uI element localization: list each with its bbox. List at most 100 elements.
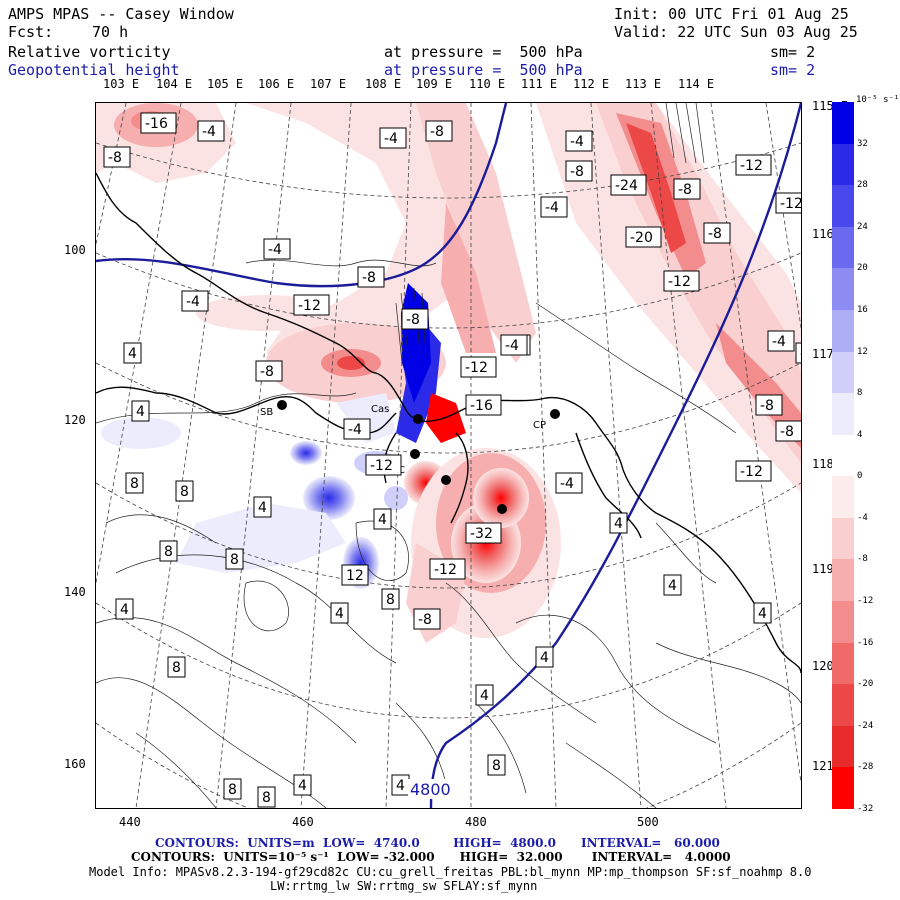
- left-tick-label: 160: [64, 757, 86, 771]
- top-lon-label: 113 E: [625, 77, 662, 91]
- colorbar-label: 28: [857, 180, 868, 191]
- top-lon-label: 106 E: [258, 77, 295, 91]
- contour-label-text: -12: [465, 360, 488, 376]
- contour-label: -8: [755, 394, 783, 416]
- contour-label-text: 12: [346, 568, 364, 584]
- contour-label: 4: [123, 342, 142, 364]
- contour-label-text: -24: [615, 178, 638, 194]
- station-cas: Cas: [371, 404, 389, 415]
- colorbar-swatch: [832, 684, 854, 727]
- contour-label: -8: [357, 266, 385, 288]
- colorbar-swatch: [832, 226, 854, 269]
- contour-label: -4: [379, 127, 407, 149]
- contour-label-text: 8: [180, 484, 189, 500]
- left-tick-label: 100: [64, 243, 86, 257]
- contour-label-text: 8: [230, 552, 239, 568]
- contour-label-text: -4: [202, 124, 216, 140]
- height-contour-label: 4800: [410, 780, 451, 799]
- contour-label-text: -12: [780, 196, 801, 212]
- contour-label-text: -4: [186, 294, 200, 310]
- contour-label: 4: [753, 602, 772, 624]
- bottom-tick-label: 460: [292, 815, 314, 829]
- contour-label: -8: [413, 608, 441, 630]
- contour-label-text: 4: [298, 778, 307, 794]
- contour-label-text: -8: [678, 182, 692, 198]
- map-panel: SB Cas C CP -16-4-8-4-8-4-8-12-24-8-4-20…: [95, 102, 802, 809]
- colorbar-label: -8: [857, 554, 868, 565]
- contour-label: -4: [555, 472, 583, 494]
- contour-label-text: 4: [120, 602, 129, 618]
- top-lon-label: 110 E: [469, 77, 506, 91]
- colorbar-swatch: [832, 559, 854, 602]
- contour-label: 4: [609, 512, 628, 534]
- top-lon-label: 114 E: [678, 77, 715, 91]
- contour-label-text: 4: [128, 346, 137, 362]
- colorbar-label: 20: [857, 263, 868, 274]
- contour-label-text: -12: [668, 274, 691, 290]
- forecast-label: Fcst:: [8, 23, 54, 41]
- contour-label-text: -8: [430, 124, 444, 140]
- top-lon-label: 105 E: [207, 77, 244, 91]
- contour-label-text: -4: [348, 422, 362, 438]
- contour-label-text: -8: [570, 164, 584, 180]
- valid-time: Valid: 22 UTC Sun 03 Aug 25: [614, 23, 858, 41]
- colorbar: [832, 102, 854, 810]
- contour-label-text: 8: [172, 660, 181, 676]
- colorbar-label: -20: [857, 679, 874, 690]
- contour-label-text: 4: [378, 512, 387, 528]
- contour-label: -4: [540, 196, 568, 218]
- map-title: AMPS MPAS -- Casey Window: [8, 5, 234, 23]
- contour-label-text: 8: [130, 476, 139, 492]
- contour-label: -32: [465, 522, 502, 544]
- colorbar-swatch: [832, 102, 854, 145]
- contour-label-text: -8: [780, 424, 794, 440]
- colorbar-label: 4: [857, 429, 863, 440]
- colorbar-swatch: [832, 642, 854, 685]
- colorbar-label: 32: [857, 138, 868, 149]
- top-lon-label: 107 E: [310, 77, 347, 91]
- colorbar-unit: 10⁻⁵ s⁻¹: [856, 95, 900, 105]
- contour-label: -12: [460, 356, 497, 378]
- contour-label: -16: [140, 112, 177, 134]
- contour-label: -4: [565, 130, 593, 152]
- bottom-tick-label: 500: [637, 815, 659, 829]
- contour-label: -8: [255, 360, 283, 382]
- contour-label-text: -8: [418, 612, 432, 628]
- footer-vorticity-contours: CONTOURS: UNITS=10⁻⁵ s⁻¹ LOW= -32.000 HI…: [131, 850, 731, 864]
- colorbar-swatch: [832, 393, 854, 436]
- contour-label-text: 8: [492, 758, 501, 774]
- contour-label-text: 8: [262, 790, 271, 806]
- field2-name: Geopotential height: [8, 61, 180, 79]
- colorbar-swatch: [832, 601, 854, 644]
- contour-label-text: -4: [268, 242, 282, 258]
- contour-label-text: 4: [335, 606, 344, 622]
- contour-label: -12: [429, 558, 466, 580]
- colorbar-label: -16: [857, 637, 874, 648]
- contour-label: -12: [365, 454, 402, 476]
- field2-level: at pressure = 500 hPa: [384, 61, 583, 79]
- contour-label-text: -16: [145, 116, 168, 132]
- contour-label: 4: [293, 774, 312, 796]
- colorbar-swatch: [832, 476, 854, 519]
- contour-label-text: -20: [630, 230, 653, 246]
- contour-label-text: -4: [772, 334, 786, 350]
- contour-label: -4: [500, 334, 528, 356]
- contour-label: -4: [197, 120, 225, 142]
- contour-label-text: -4: [384, 131, 398, 147]
- contour-label: -8: [425, 120, 453, 142]
- contour-label: -12: [735, 460, 772, 482]
- contour-label: -4: [263, 238, 291, 260]
- contour-label: 4: [131, 400, 150, 422]
- top-lon-label: 111 E: [521, 77, 558, 91]
- contour-label-text: -32: [470, 526, 493, 542]
- footer-model-info: Model Info: MPASv8.2.3-194-gf29cd82c CU:…: [89, 865, 812, 879]
- forecast-hour: 70 h: [92, 23, 129, 41]
- contour-label: 4: [663, 574, 682, 596]
- contour-labels: -16 -4-8-4 -8-4-8 -12-24 -8-4-20 -8-4-8 -12-4-…: [103, 112, 801, 808]
- contour-label-text: -8: [760, 398, 774, 414]
- contour-label: 8: [159, 540, 178, 562]
- contour-label-text: 8: [386, 592, 395, 608]
- contour-label: -24: [610, 174, 647, 196]
- contour-label: 8: [223, 778, 242, 800]
- contour-label: -8: [401, 308, 429, 330]
